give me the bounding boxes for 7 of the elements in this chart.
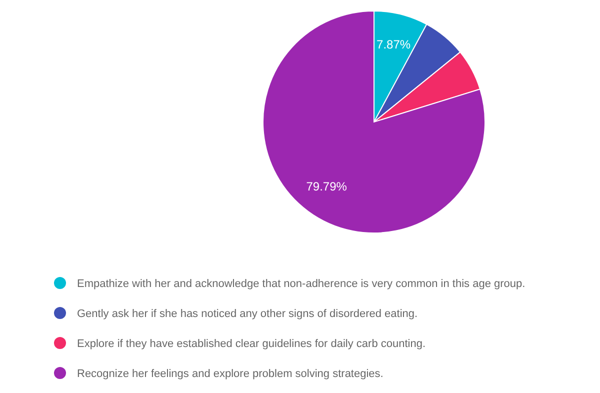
pie-slice [262, 10, 486, 234]
data-label: 79.79% [306, 180, 348, 194]
legend-label: Empathize with her and acknowledge that non-adherence is very common in this age group. [77, 278, 526, 290]
data-label: 7.87% [376, 38, 411, 52]
legend-label: Gently ask her if she has noticed any other signs of disordered eating. [77, 308, 418, 320]
legend-label: Recognize her feelings and explore problem solving strategies. [77, 368, 384, 380]
legend-label: Explore if they have established clear guidelines for daily carb counting. [77, 338, 426, 350]
